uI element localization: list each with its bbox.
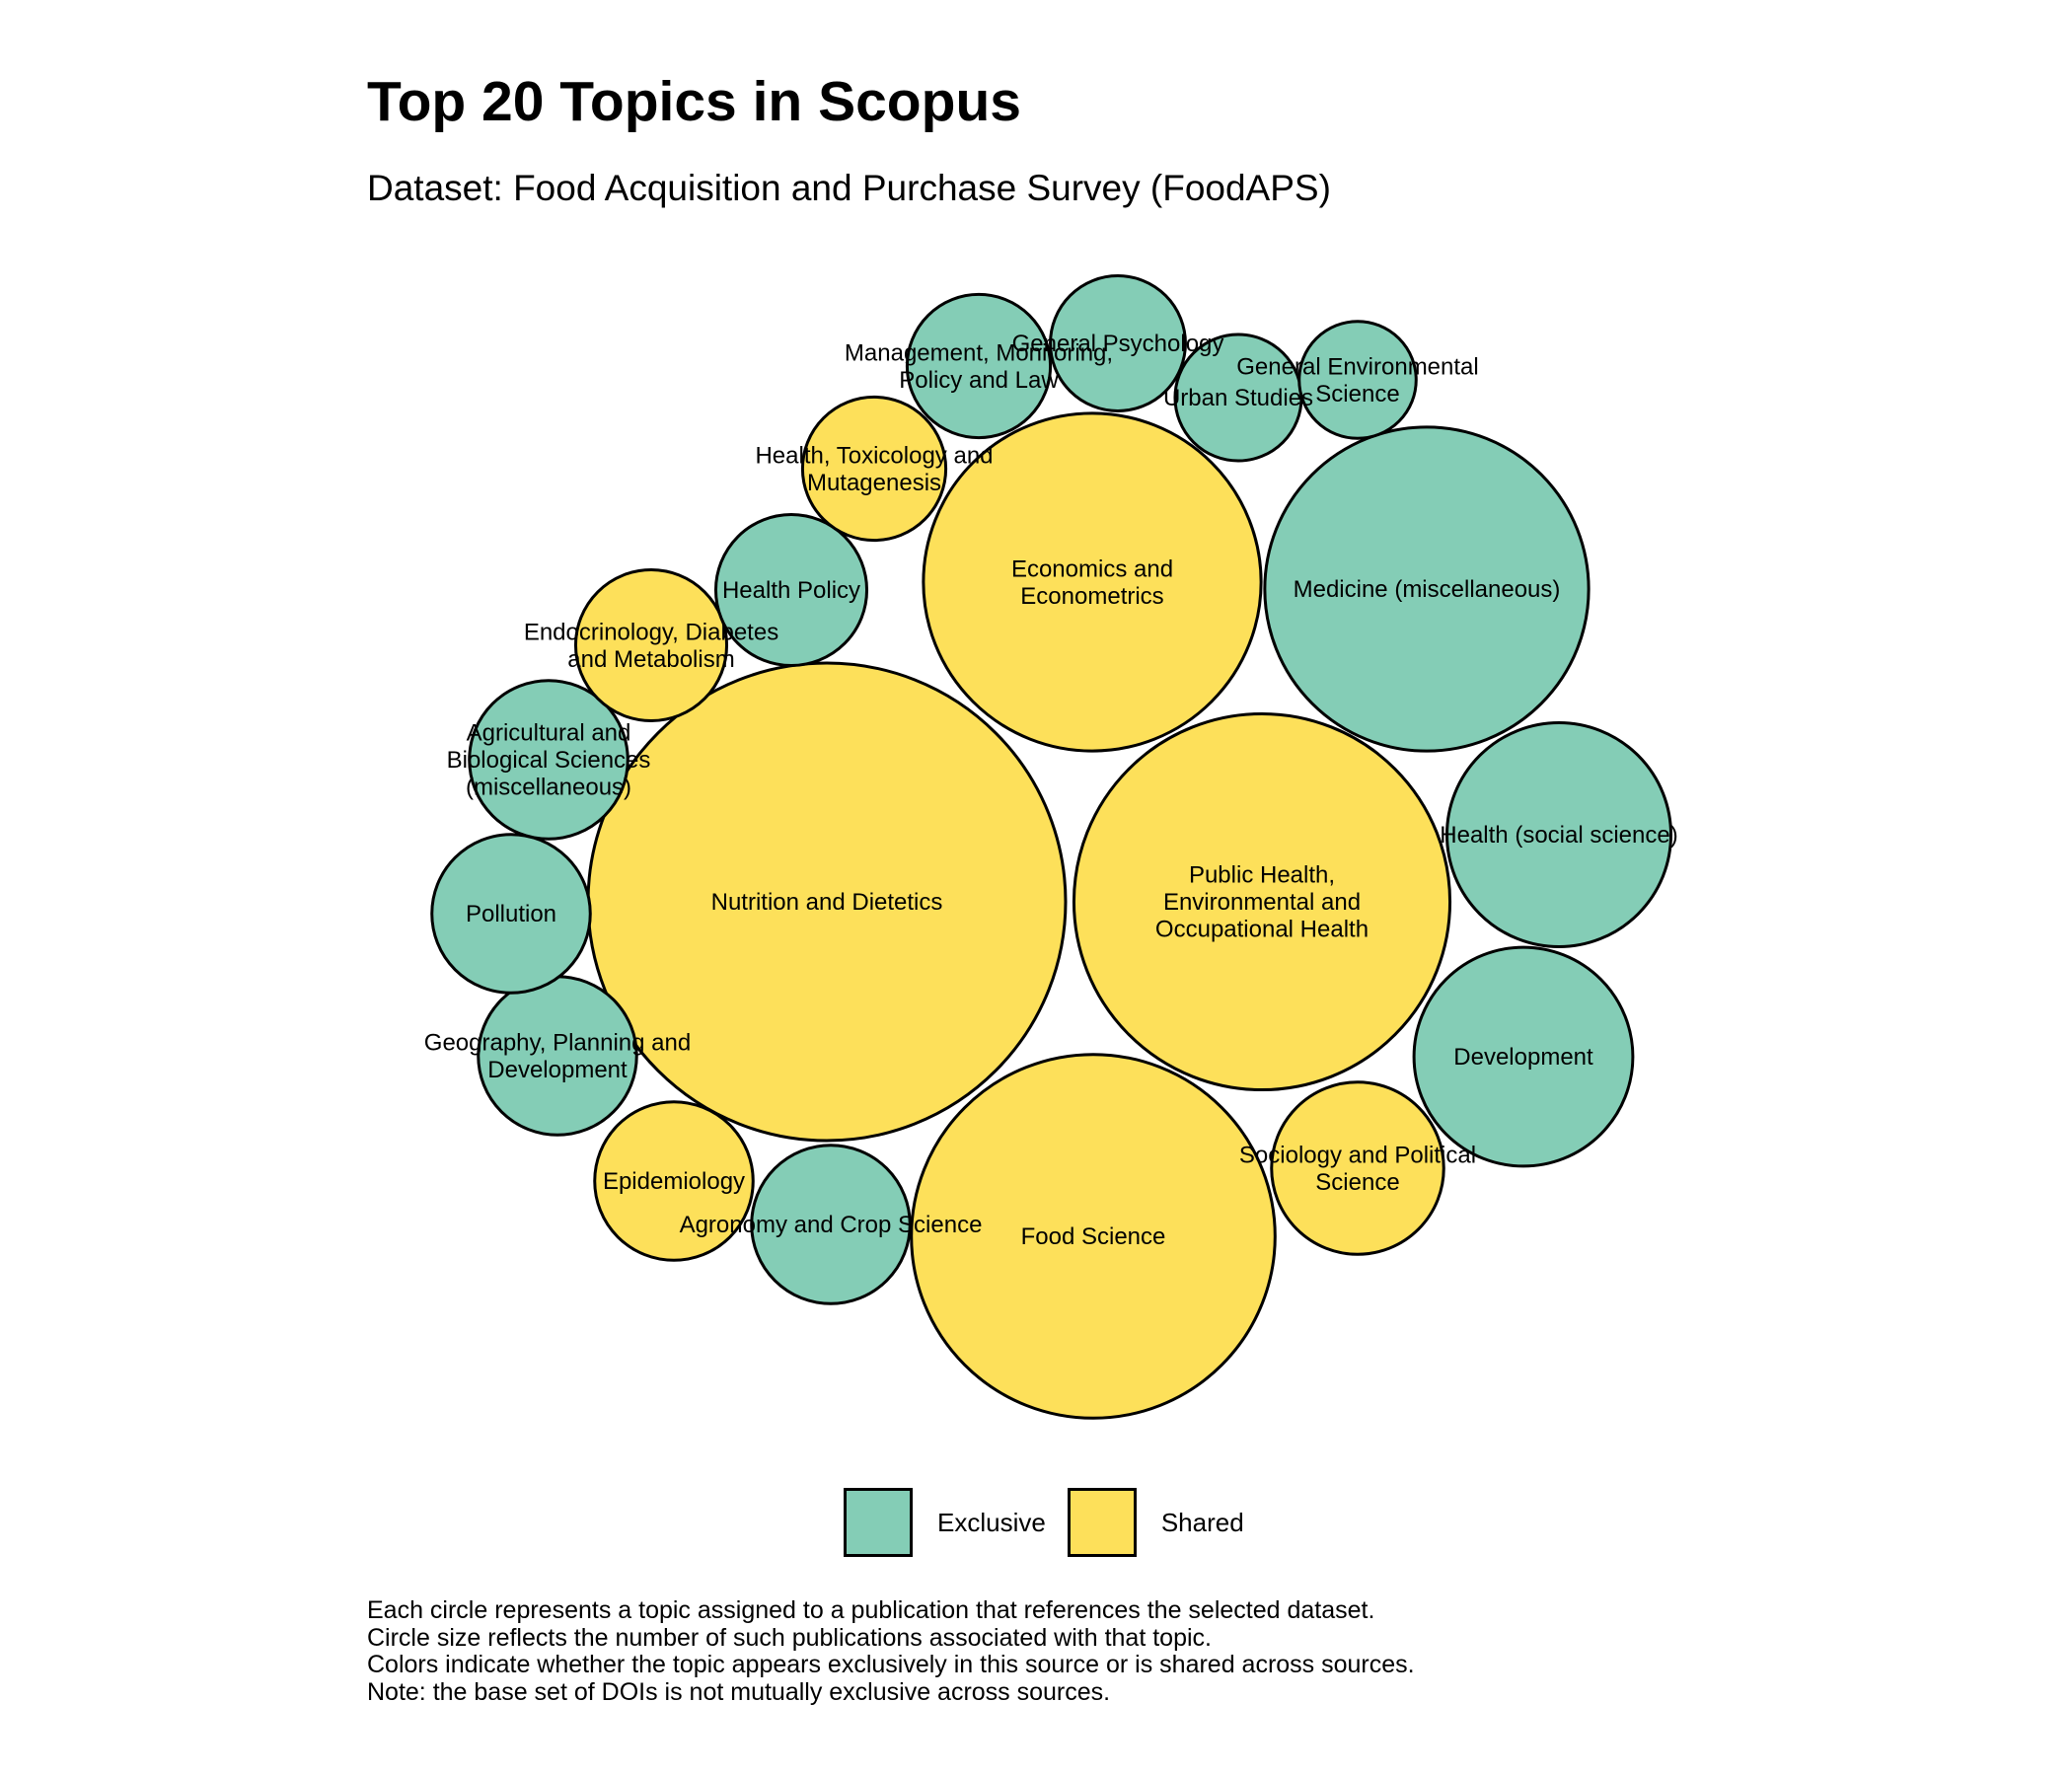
caption-line: Colors indicate whether the topic appear… bbox=[367, 1651, 1415, 1678]
bubble-label-agricultural-and-biological-sciences-miscellaneous: Agricultural and Biological Sciences (misc… bbox=[447, 720, 651, 801]
bubble-health-policy bbox=[713, 512, 869, 668]
bubble-general-environmental-science bbox=[1297, 320, 1418, 440]
bubble-food-science bbox=[910, 1053, 1277, 1420]
bubble-label-management-monitoring-policy-and-law: Management, Monitoring, Policy and Law bbox=[845, 339, 1113, 394]
bubble-label-endocrinology-diabetes-and-metabolism: Endocrinology, Diabetes and Metabolism bbox=[524, 619, 778, 673]
bubble-label-health-toxicology-and-mutagenesis: Health, Toxicology and Mutagenesis bbox=[755, 442, 993, 496]
bubble-label-economics-and-econometrics: Economics and Econometrics bbox=[1011, 555, 1173, 610]
bubble-label-public-health-environmental-and-occupational-health: Public Health, Environmental and Occupatio… bbox=[1155, 862, 1369, 943]
bubble-label-medicine-miscellaneous: Medicine (miscellaneous) bbox=[1294, 576, 1561, 603]
legend-swatch-shared bbox=[1067, 1488, 1137, 1557]
bubble-economics-and-econometrics bbox=[922, 411, 1263, 753]
caption-line: Circle size reflects the number of such … bbox=[367, 1623, 1212, 1652]
bubble-label-pollution: Pollution bbox=[466, 901, 556, 927]
bubble-agricultural-and-biological-sciences-miscellaneous bbox=[468, 679, 629, 841]
bubble-label-development: Development bbox=[1453, 1044, 1593, 1071]
legend-item-shared: Shared bbox=[1067, 1488, 1244, 1557]
legend-label-exclusive: Exclusive bbox=[937, 1507, 1046, 1537]
bubble-label-agronomy-and-crop-science: Agronomy and Crop Science bbox=[680, 1212, 983, 1238]
bubble-health-social-science bbox=[1444, 720, 1673, 949]
legend-label-shared: Shared bbox=[1160, 1507, 1244, 1537]
bubble-endocrinology-diabetes-and-metabolism bbox=[573, 567, 729, 723]
bubble-label-general-psychology: General Psychology bbox=[1012, 331, 1224, 357]
bubble-label-urban-studies: Urban Studies bbox=[1163, 385, 1313, 411]
bubble-general-psychology bbox=[1049, 274, 1187, 412]
bubble-agronomy-and-crop-science bbox=[750, 1144, 912, 1305]
bubble-label-general-environmental-science: General Environmental Science bbox=[1236, 353, 1478, 407]
legend-swatch-exclusive bbox=[844, 1488, 913, 1557]
caption-line: Note: the base set of DOIs is not mutual… bbox=[367, 1677, 1111, 1706]
chart-title: Top 20 Topics in Scopus bbox=[367, 70, 1021, 133]
bubble-epidemiology bbox=[593, 1100, 755, 1262]
caption: Each circle represents a topic assigned … bbox=[367, 1596, 1415, 1706]
bubble-management-monitoring-policy-and-law bbox=[905, 292, 1053, 440]
bubble-label-geography-planning-and-development: Geography, Planning and Development bbox=[424, 1029, 691, 1083]
bubble-label-nutrition-and-dietetics: Nutrition and Dietetics bbox=[711, 889, 943, 916]
legend-item-exclusive: Exclusive bbox=[844, 1488, 1046, 1557]
bubble-label-sociology-and-political-science: Sociology and Political Science bbox=[1239, 1142, 1476, 1196]
bubble-medicine-miscellaneous bbox=[1263, 425, 1591, 753]
bubble-public-health-environmental-and-occupational-health bbox=[1072, 711, 1452, 1092]
bubble-label-health-social-science: Health (social science) bbox=[1440, 822, 1677, 849]
caption-line: Each circle represents a topic assigned … bbox=[367, 1596, 1375, 1624]
bubble-sociology-and-political-science bbox=[1270, 1080, 1445, 1256]
bubble-pollution bbox=[430, 833, 592, 995]
bubble-label-health-policy: Health Policy bbox=[722, 577, 860, 604]
bubble-label-food-science: Food Science bbox=[1021, 1223, 1166, 1250]
bubble-label-epidemiology: Epidemiology bbox=[603, 1168, 745, 1195]
chart-subtitle: Dataset: Food Acquisition and Purchase S… bbox=[367, 168, 1331, 208]
bubble-development bbox=[1412, 945, 1635, 1168]
legend: Exclusive Shared bbox=[844, 1488, 1266, 1557]
bubble-health-toxicology-and-mutagenesis bbox=[800, 395, 948, 543]
